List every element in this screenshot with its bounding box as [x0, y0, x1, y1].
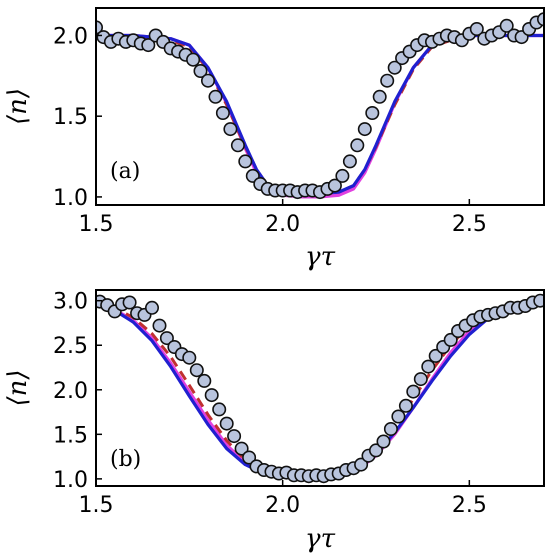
panel-label: (b) — [110, 447, 141, 472]
panel-label: (a) — [110, 159, 140, 184]
x-axis-label: γτ — [305, 524, 336, 554]
data-point — [443, 332, 458, 347]
plot-area — [96, 293, 544, 484]
x-tick-label: 2.0 — [265, 212, 300, 237]
data-point — [533, 293, 544, 308]
data-point — [152, 318, 167, 333]
y-tick-label: 2.0 — [53, 24, 88, 49]
plot-frame — [95, 289, 545, 487]
data-point — [141, 38, 156, 53]
data-point — [391, 409, 406, 424]
y-tick-label: 2.5 — [53, 334, 88, 359]
data-point — [342, 154, 357, 169]
plot-area — [96, 12, 544, 200]
data-point — [428, 348, 443, 363]
data-point — [350, 138, 365, 153]
data-point — [398, 398, 413, 413]
data-point — [193, 64, 208, 79]
x-axis-label: γτ — [305, 242, 336, 272]
data-point — [372, 89, 387, 104]
fit-curve-2 — [96, 33, 544, 196]
data-point — [234, 441, 249, 456]
data-point — [197, 373, 212, 388]
data-point — [227, 429, 242, 444]
data-point — [189, 363, 204, 378]
data-point — [387, 60, 402, 75]
data-point — [159, 331, 174, 346]
data-point — [242, 450, 257, 465]
data-point — [219, 416, 234, 431]
data-point — [421, 359, 436, 374]
y-tick-label: 1.5 — [53, 423, 88, 448]
data-point — [223, 122, 238, 137]
data-point — [201, 73, 216, 88]
data-point — [215, 106, 230, 121]
fit-curve-1 — [96, 34, 544, 196]
data-point — [238, 154, 253, 169]
y-tick-label: 1.0 — [53, 186, 88, 211]
y-axis-label: ⟨n⟩ — [3, 88, 33, 125]
data-point — [230, 138, 245, 153]
data-point — [383, 421, 398, 436]
panel-b: 1.5 2.0 2.51.01.52.02.53.0γτ⟨n⟩(b) — [3, 289, 545, 554]
y-axis-label: ⟨n⟩ — [3, 369, 33, 406]
data-point — [354, 457, 369, 472]
data-point — [182, 350, 197, 365]
data-point — [499, 18, 514, 33]
data-point — [335, 168, 350, 183]
data-point — [208, 89, 223, 104]
fit-curve-0 — [96, 33, 544, 199]
data-point — [469, 21, 484, 36]
x-tick-label: 1.5 — [79, 212, 114, 237]
data-point — [357, 122, 372, 137]
plot-frame — [95, 7, 545, 206]
x-tick-label: 2.5 — [452, 212, 487, 237]
data-point — [145, 300, 160, 315]
panel-a: 1.5 2.0 2.51.01.52.0γτ⟨n⟩(a) — [3, 7, 545, 272]
data-point — [406, 384, 421, 399]
data-point — [204, 388, 219, 403]
data-point — [186, 52, 201, 67]
y-tick-label: 1.5 — [53, 105, 88, 130]
data-point — [122, 295, 137, 310]
y-tick-label: 3.0 — [53, 290, 88, 315]
data-point — [327, 178, 342, 193]
y-tick-label: 2.0 — [53, 379, 88, 404]
x-tick-label: 2.0 — [265, 493, 300, 518]
data-point — [365, 106, 380, 121]
y-tick-label: 1.0 — [53, 468, 88, 493]
data-point — [368, 443, 383, 458]
data-point — [376, 434, 391, 449]
data-point — [413, 372, 428, 387]
data-point — [380, 73, 395, 88]
x-tick-label: 1.5 — [79, 493, 114, 518]
data-point — [212, 402, 227, 417]
x-tick-label: 2.5 — [452, 493, 487, 518]
